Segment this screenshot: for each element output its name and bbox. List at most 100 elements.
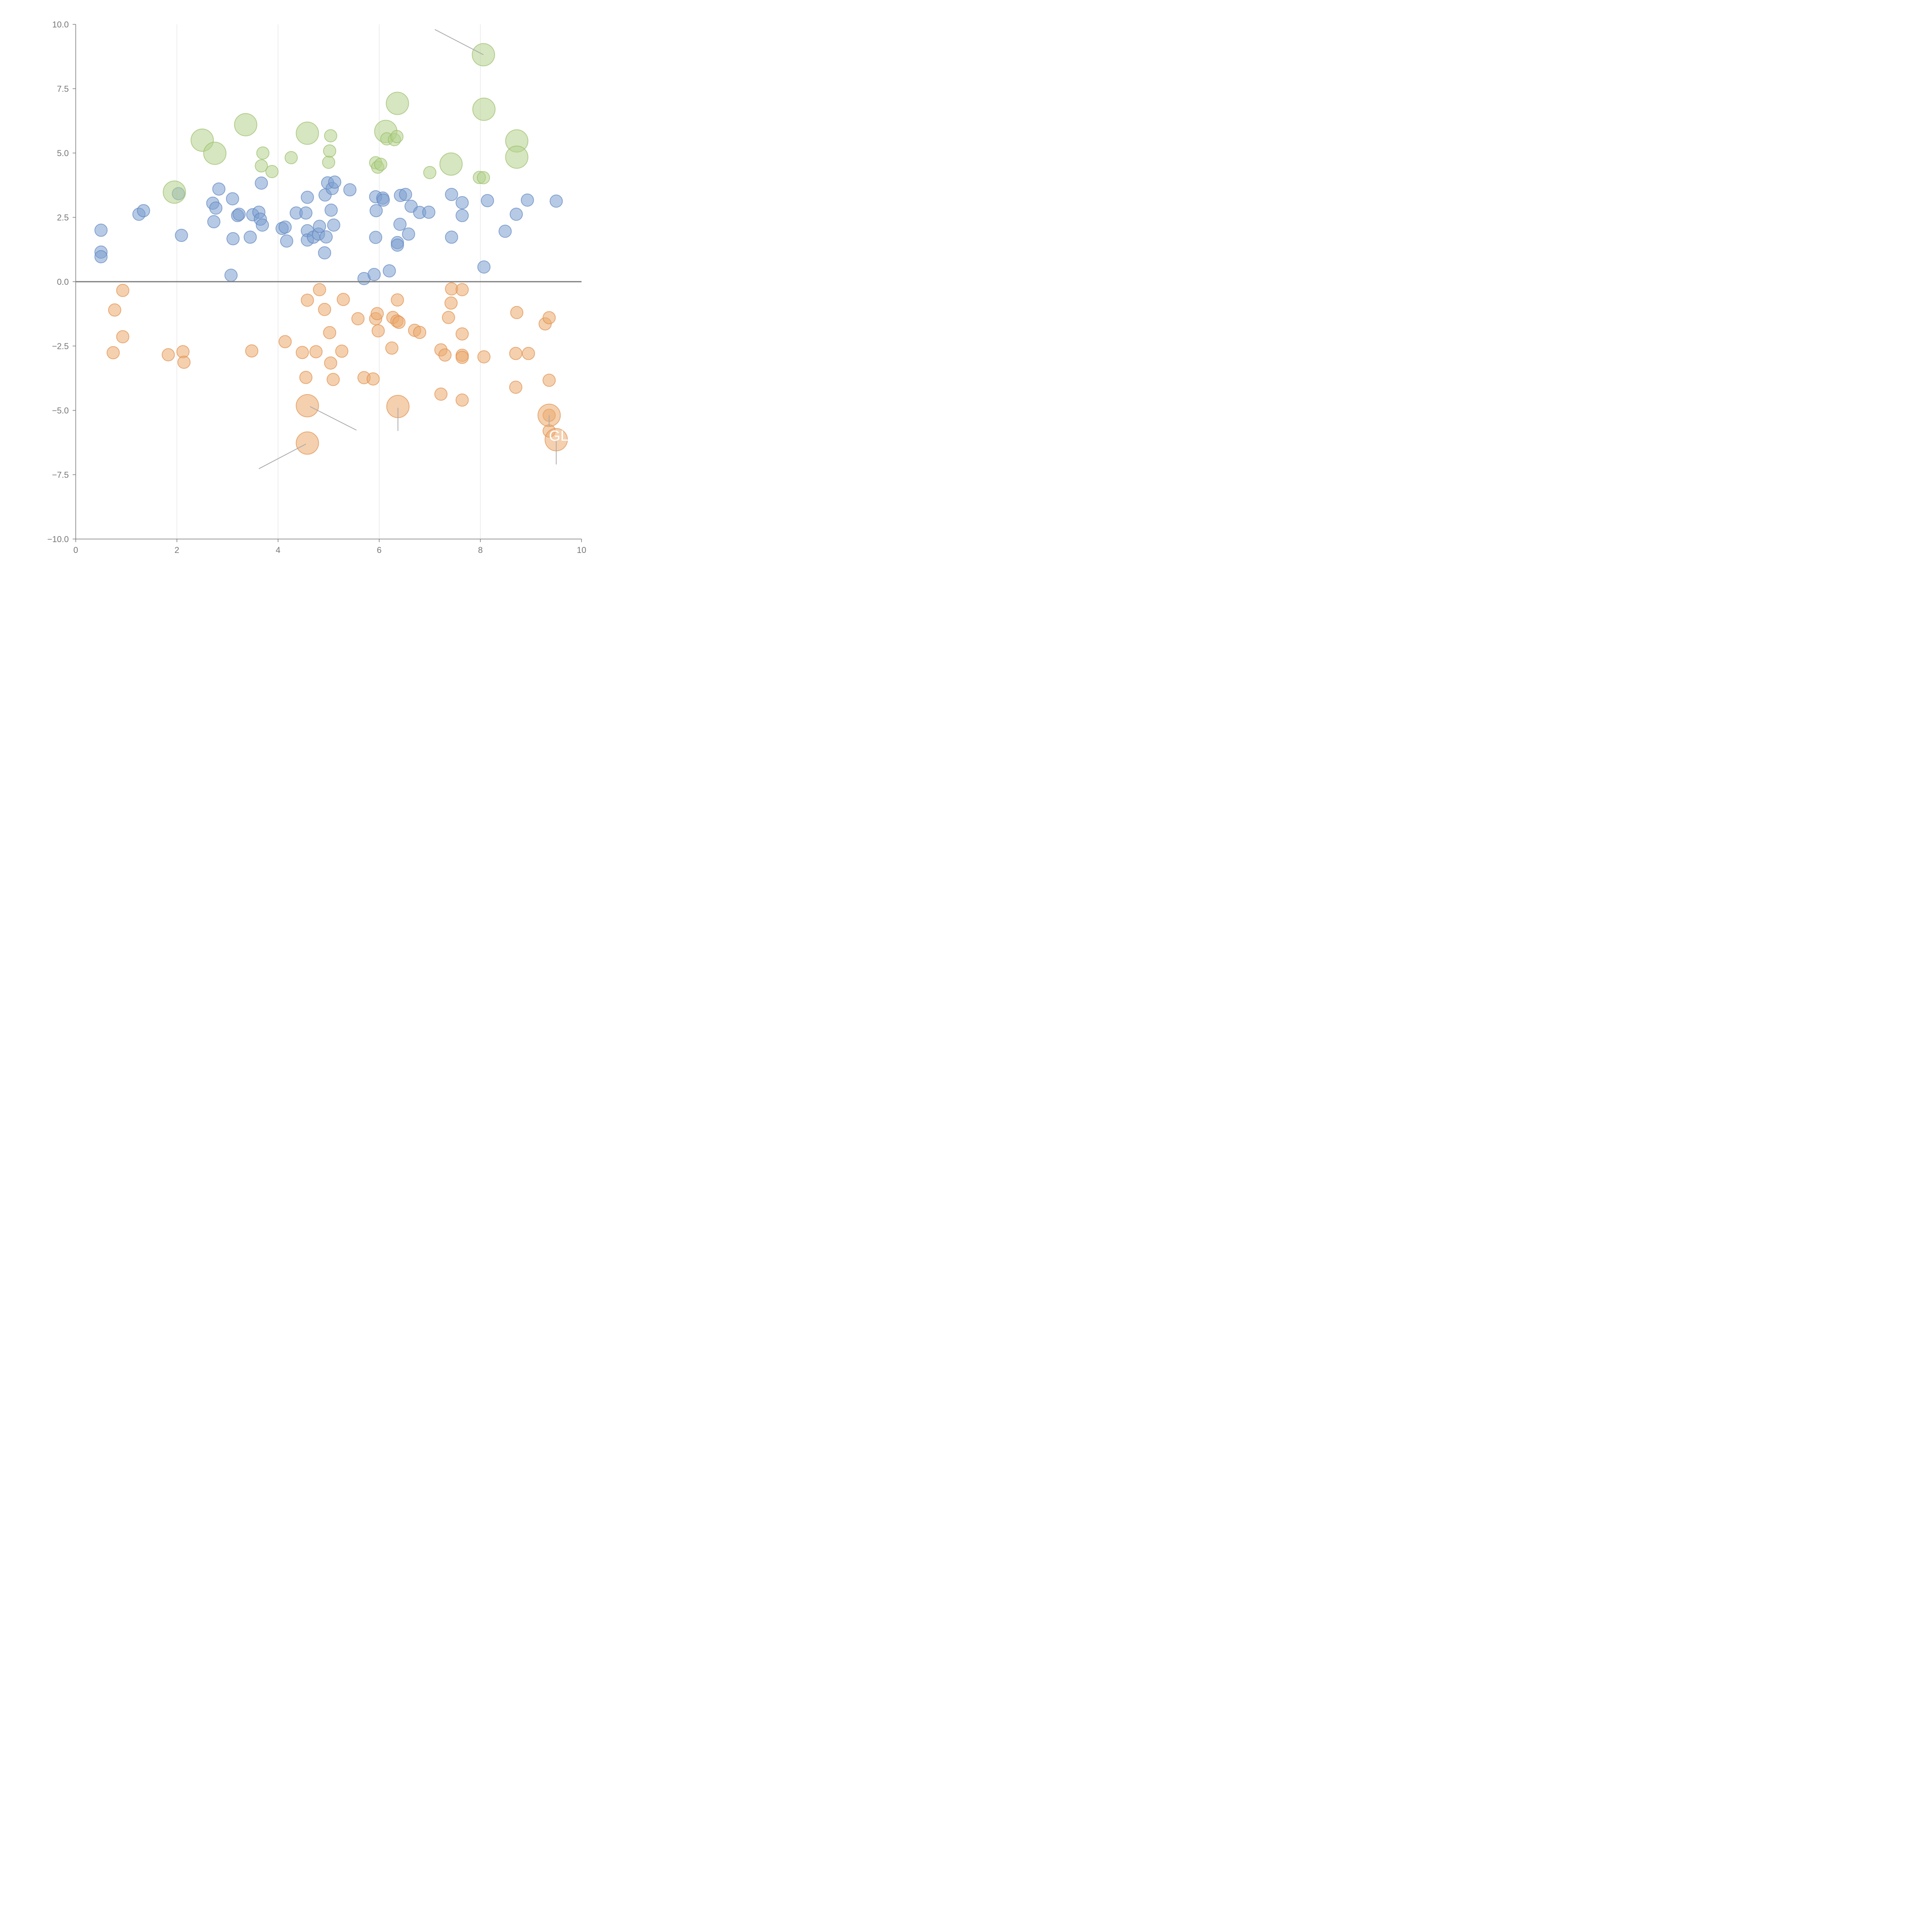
blue-bubble xyxy=(280,234,293,248)
bubble-annotation-label: GL xyxy=(549,428,569,444)
orange-bubble xyxy=(434,388,448,401)
orange-bubble xyxy=(444,296,458,310)
blue-bubble xyxy=(481,194,494,207)
blue-bubble xyxy=(445,230,458,244)
blue-bubble xyxy=(328,175,342,189)
green-bubble xyxy=(374,158,388,171)
green-bubble xyxy=(477,171,490,184)
blue-bubble xyxy=(243,230,257,244)
orange-bubble xyxy=(245,344,259,358)
orange-bubble xyxy=(337,293,350,306)
blue-bubble xyxy=(209,201,223,215)
orange-bubble xyxy=(301,294,314,307)
bubble-chart: 10.0 7.5 5.0 2.5 0.0 −2.5 −5.0 −7.5 −10.0 0 2 4 6 8 10… xyxy=(0,0,604,604)
orange-bubble xyxy=(509,381,522,394)
blue-bubble xyxy=(402,227,415,241)
blue-bubble xyxy=(422,206,435,219)
chart-svg: 10.07.55.02.50.0−2.5−5.0−7.5−10.00 2 4 6 8 10… xyxy=(47,20,586,555)
blue-bubble xyxy=(393,218,407,231)
blue-bubble xyxy=(299,206,313,220)
orange-bubble xyxy=(296,394,319,417)
annotation-layer: GL xyxy=(549,428,569,444)
orange-bubble xyxy=(371,324,385,338)
leader-layer xyxy=(259,29,557,469)
orange-bubble xyxy=(309,345,323,359)
orange-bubble xyxy=(438,348,452,362)
blue-bubble xyxy=(549,194,563,208)
axis-layer: 10.0 7.5 5.0 2.5 0.0 −2.5 −5.0 −7.5 −10.0 0 2 4 6 8 10 xyxy=(47,20,586,555)
blue-bubble xyxy=(256,218,269,232)
x-tick-label: 6 xyxy=(377,545,381,555)
green-bubble xyxy=(505,145,529,169)
y-tick-label: 7.5 xyxy=(57,84,69,94)
green-bubble xyxy=(439,152,463,176)
green-bubble xyxy=(255,159,268,173)
x-tick-label: 8 xyxy=(478,545,483,555)
leader-line xyxy=(434,29,484,55)
x-tick-label: 0 xyxy=(73,545,78,555)
blue-bubble xyxy=(367,268,381,281)
leader-line xyxy=(259,444,306,469)
blue-bubble xyxy=(255,176,268,190)
orange-bubble xyxy=(313,283,326,296)
blue-bubble xyxy=(477,260,491,274)
orange-bubble xyxy=(162,348,175,362)
orange-bubble xyxy=(296,346,309,359)
leader-line xyxy=(310,406,357,431)
green-bubble xyxy=(256,146,270,160)
green-bubble xyxy=(203,141,226,165)
green-bubble xyxy=(265,165,279,178)
green-bubble xyxy=(322,156,335,169)
blue-bubble xyxy=(226,192,239,206)
y-tick-label: 0.0 xyxy=(57,277,69,287)
blue-bubble xyxy=(498,224,512,238)
orange-bubble xyxy=(318,303,331,316)
blue-bubble xyxy=(320,230,333,244)
y-tick-label: 5.0 xyxy=(57,148,69,158)
blue-bubble xyxy=(318,246,331,260)
y-tick-label: −2.5 xyxy=(52,342,69,351)
orange-bubble xyxy=(391,293,404,307)
orange-bubble xyxy=(335,344,349,358)
blue-bubble xyxy=(327,218,340,232)
blue-bubble xyxy=(94,223,108,237)
blue-bubble xyxy=(94,250,108,264)
orange-bubble xyxy=(543,311,556,325)
blue-bubble xyxy=(175,229,188,242)
y-tick-label: −5.0 xyxy=(52,406,69,415)
blue-bubble xyxy=(445,188,458,201)
green-bubble xyxy=(296,121,319,145)
green-bubble xyxy=(386,92,409,115)
orange-bubble xyxy=(522,347,535,360)
blue-bubble xyxy=(301,190,314,204)
y-tick-label: −10.0 xyxy=(47,534,69,544)
x-tick-label: 10 xyxy=(577,545,586,555)
orange-bubble xyxy=(299,371,313,384)
orange-bubble xyxy=(108,303,121,317)
blue-bubble xyxy=(456,209,469,222)
orange-bubble xyxy=(456,393,469,407)
green-bubble xyxy=(234,113,257,136)
blue-bubble xyxy=(137,204,150,218)
orange-bubble xyxy=(509,347,522,360)
orange-bubble xyxy=(392,316,406,329)
blue-bubble xyxy=(510,207,523,221)
blue-bubble xyxy=(226,232,240,245)
green-bubble xyxy=(472,97,496,121)
green-bubble xyxy=(284,151,298,164)
blue-bubble xyxy=(212,182,226,196)
orange-bubble xyxy=(278,335,292,349)
green-bubble xyxy=(423,166,437,179)
orange-bubble xyxy=(324,356,337,370)
blue-bubble xyxy=(325,203,338,217)
orange-bubble xyxy=(442,311,455,324)
orange-bubble xyxy=(543,374,556,387)
x-tick-label: 4 xyxy=(276,545,280,555)
orange-bubble xyxy=(296,431,319,455)
orange-bubble xyxy=(413,326,427,339)
orange-bubble xyxy=(351,312,365,325)
green-bubble xyxy=(323,144,337,158)
blue-bubble xyxy=(313,219,326,233)
green-bubble xyxy=(472,43,495,66)
x-tick-label: 2 xyxy=(175,545,179,555)
